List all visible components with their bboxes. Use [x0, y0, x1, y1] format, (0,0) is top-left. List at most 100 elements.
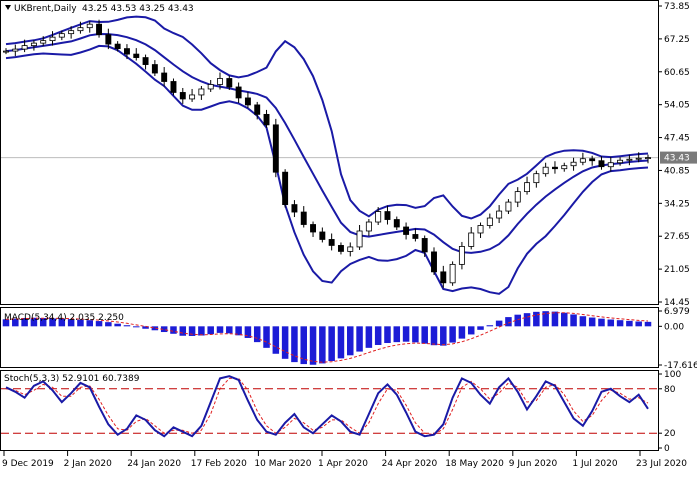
candle-body — [458, 246, 465, 265]
macd-title: MACD(5,34,4) 2.035 2.250 — [4, 313, 124, 323]
macd-histogram-bar — [607, 319, 615, 327]
current-price-label: 43.43 — [664, 154, 690, 164]
macd-histogram-bar — [561, 312, 568, 327]
bb-lower-line — [5, 44, 649, 295]
candle-body — [468, 232, 475, 247]
candle-body — [30, 42, 37, 47]
bb-middle-line — [5, 32, 649, 254]
macd-histogram-bar — [151, 326, 159, 331]
macd-histogram-bar — [77, 319, 84, 327]
candle-body — [207, 84, 214, 90]
candle-body — [142, 57, 149, 65]
candle-body — [21, 45, 28, 50]
candle-body — [356, 230, 363, 248]
date-tick-label: 24 Apr 2020 — [382, 459, 438, 469]
macd-histogram-bar — [30, 317, 38, 327]
date-tick-label: 1 Jul 2020 — [572, 459, 617, 469]
collapse-triangle-icon[interactable] — [5, 5, 11, 10]
candle-body — [328, 239, 335, 246]
candle-body — [542, 166, 549, 175]
stoch-y-tick-label: 100 — [664, 370, 681, 380]
candle-body — [244, 97, 251, 106]
candle-body — [365, 221, 372, 232]
price-y-tick-label: 73.85 — [664, 2, 690, 12]
date-tick-label: 10 Mar 2020 — [254, 459, 311, 469]
candle-body — [40, 40, 47, 44]
price-y-tick-label: 21.05 — [664, 265, 690, 275]
candle-body — [123, 48, 130, 55]
macd-histogram-bar — [579, 316, 587, 327]
current-price-tag: 43.43 — [660, 151, 697, 164]
date-tick-label: 9 Jun 2020 — [509, 459, 558, 469]
candle-body — [505, 201, 512, 212]
macd-histogram-bar — [365, 326, 373, 348]
candle-body — [170, 81, 177, 93]
candle-body — [235, 86, 242, 99]
macd-histogram-bar — [207, 326, 214, 335]
macd-histogram-bar — [644, 321, 652, 327]
stoch-y-tick-label: 0 — [664, 444, 670, 454]
candle-body — [421, 238, 428, 253]
macd-histogram-bar — [570, 314, 577, 327]
price-panel-frame — [0, 0, 659, 305]
macd-histogram-bar — [170, 326, 177, 334]
macd-histogram-bar — [533, 311, 540, 327]
candle-body — [291, 204, 298, 213]
price-y-tick-label: 34.25 — [664, 199, 690, 209]
date-tick-label: 1 Apr 2020 — [318, 459, 368, 469]
macd-histogram-bar — [514, 314, 521, 327]
candle-body — [589, 158, 596, 162]
macd-histogram-bar — [123, 325, 131, 327]
stoch-y-axis: 100 80 20 0 — [658, 370, 681, 454]
macd-histogram-bar — [263, 326, 270, 348]
macd-histogram-bar — [486, 325, 494, 327]
price-y-axis: 73.85 67.25 60.65 54.05 47.45 40.85 34.25 27.65… — [658, 2, 690, 308]
candle-body — [151, 64, 158, 74]
candle-body — [635, 157, 642, 160]
macd-histogram-bar — [412, 326, 419, 343]
macd-histogram-bar — [86, 320, 93, 327]
candle-body — [598, 160, 605, 168]
candle-body — [337, 245, 344, 252]
candle-body — [486, 217, 493, 226]
macd-y-axis: 6.979 0.00 -17.616 — [658, 307, 697, 371]
macd-histogram-bar — [635, 321, 642, 327]
macd-histogram-bar — [39, 317, 47, 327]
candle-body — [310, 224, 317, 233]
candle-body — [514, 191, 521, 203]
candle-body — [300, 211, 307, 225]
macd-histogram-bar — [309, 326, 317, 365]
macd-histogram-bar — [616, 320, 624, 327]
candle-body — [133, 53, 140, 58]
price-y-tick-label: 27.65 — [664, 232, 690, 242]
date-tick-label: 17 Feb 2020 — [191, 459, 247, 469]
macd-histogram-bar — [626, 320, 633, 327]
candle-body — [3, 50, 9, 53]
macd-histogram-bar — [291, 326, 298, 363]
price-y-tick-label: 60.65 — [664, 68, 690, 78]
macd-histogram-bar — [449, 326, 456, 343]
stochastic-lines — [1, 375, 658, 438]
macd-histogram-bar — [198, 326, 205, 336]
date-tick-label: 18 May 2020 — [445, 459, 504, 469]
macd-histogram-bar — [319, 326, 326, 364]
chart-header-ohlc: 43.25 43.53 43.25 43.43 — [82, 4, 194, 14]
candle-body — [217, 78, 223, 85]
macd-y-tick-label: -17.616 — [664, 361, 697, 371]
candle-body — [347, 246, 354, 252]
candle-body — [579, 158, 586, 163]
stoch-y-tick-label: 20 — [664, 429, 676, 439]
price-y-tick-label: 40.85 — [664, 166, 690, 176]
date-tick-label: 9 Dec 2019 — [2, 459, 54, 469]
candle-body — [105, 34, 112, 45]
date-tick-label: 23 Jul 2020 — [636, 459, 687, 469]
candle-body — [179, 92, 186, 100]
candle-body — [431, 251, 437, 273]
macd-histogram-bar — [226, 326, 233, 334]
stoch-y-tick-label: 80 — [664, 385, 676, 395]
macd-histogram-bar — [495, 320, 503, 327]
macd-histogram-bar — [160, 326, 168, 333]
macd-histogram-bar — [402, 326, 410, 342]
macd-histogram-bar — [421, 326, 428, 344]
